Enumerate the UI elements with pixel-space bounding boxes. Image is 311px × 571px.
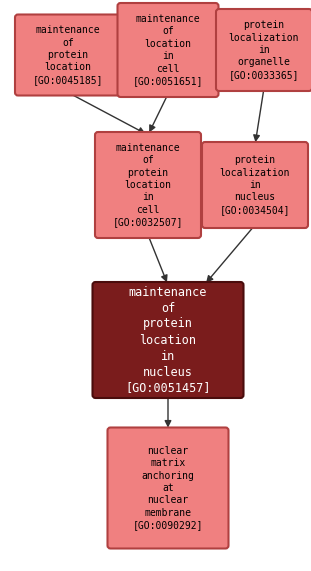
FancyBboxPatch shape [118, 3, 219, 97]
FancyBboxPatch shape [92, 282, 244, 398]
Text: protein
localization
in
nucleus
[GO:0034504]: protein localization in nucleus [GO:0034… [220, 155, 290, 215]
FancyBboxPatch shape [95, 132, 201, 238]
Text: protein
localization
in
organelle
[GO:0033365]: protein localization in organelle [GO:00… [229, 20, 299, 80]
Text: nuclear
matrix
anchoring
at
nuclear
membrane
[GO:0090292]: nuclear matrix anchoring at nuclear memb… [133, 446, 203, 530]
Text: maintenance
of
protein
location
in
nucleus
[GO:0051457]: maintenance of protein location in nucle… [125, 286, 211, 395]
FancyBboxPatch shape [15, 14, 121, 95]
Text: maintenance
of
protein
location
[GO:0045185]: maintenance of protein location [GO:0045… [33, 25, 103, 85]
FancyBboxPatch shape [216, 9, 311, 91]
FancyBboxPatch shape [108, 428, 229, 549]
Text: maintenance
of
protein
location
in
cell
[GO:0032507]: maintenance of protein location in cell … [113, 143, 183, 227]
FancyBboxPatch shape [202, 142, 308, 228]
Text: maintenance
of
location
in
cell
[GO:0051651]: maintenance of location in cell [GO:0051… [133, 14, 203, 86]
